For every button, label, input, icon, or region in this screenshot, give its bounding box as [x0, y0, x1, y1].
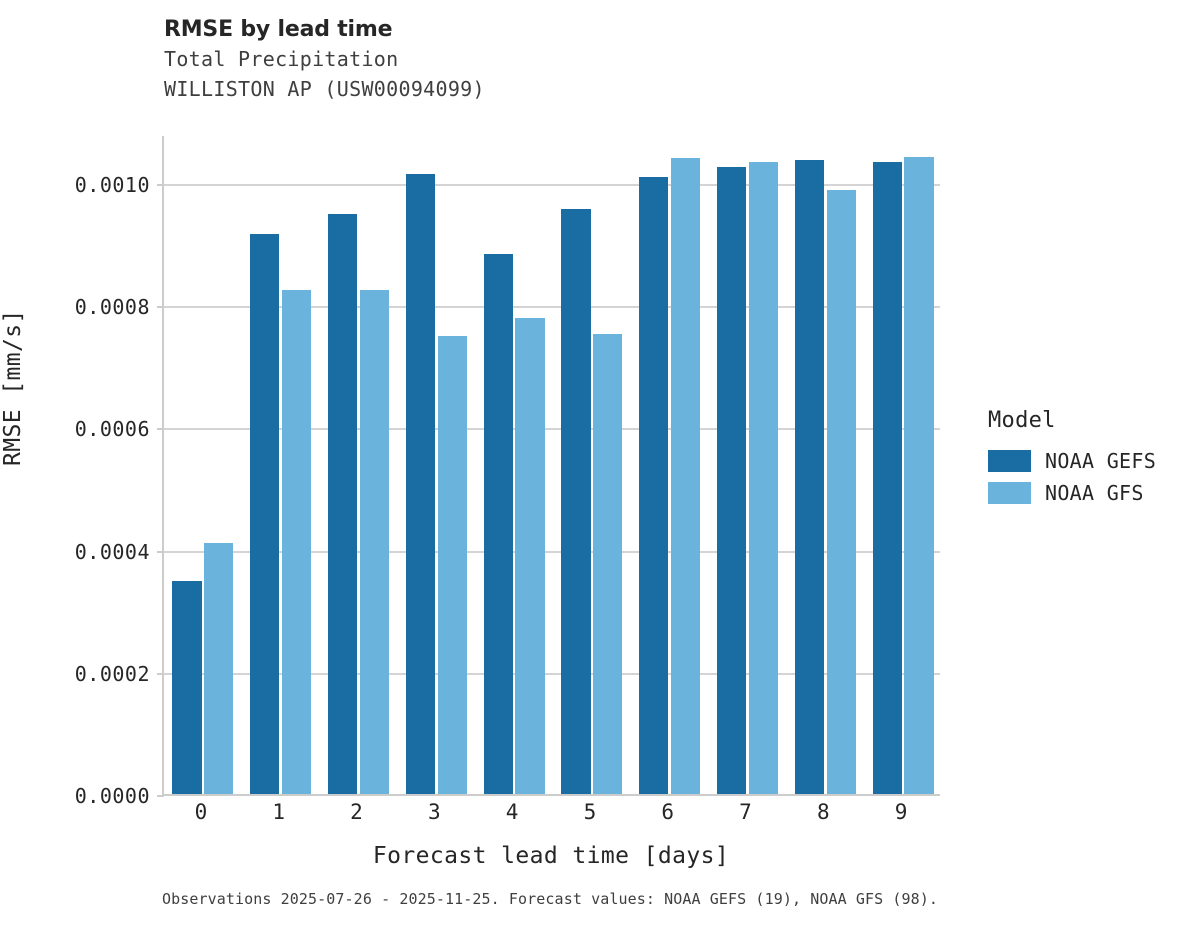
bar	[639, 177, 669, 794]
legend-item-label: NOAA GEFS	[1045, 449, 1157, 473]
y-axis-tick	[157, 306, 164, 309]
x-axis-tick-label: 5	[583, 800, 597, 824]
bar	[794, 160, 824, 794]
title-block: RMSE by lead time Total Precipitation WI…	[164, 16, 485, 104]
bar	[437, 335, 467, 794]
y-axis-tick	[157, 795, 164, 797]
legend-title: Model	[988, 408, 1056, 433]
y-axis-tick-label: 0.0010	[74, 172, 150, 197]
legend: Model NOAA GEFS NOAA GFS	[988, 408, 1178, 509]
legend-swatch-icon	[988, 482, 1031, 504]
bar	[250, 233, 280, 794]
gridline	[164, 183, 940, 186]
x-axis-tick-label: 9	[894, 800, 908, 824]
x-axis-tick-label: 1	[272, 800, 286, 824]
legend-swatch-icon	[988, 450, 1031, 472]
gridline	[164, 672, 940, 675]
x-axis-tick-labels: 0 1 2 3 4 5 6 7 8 9	[162, 800, 940, 840]
bar	[748, 162, 779, 794]
y-axis-tick-label: 0.0008	[74, 295, 150, 320]
y-axis-tick-label: 0.0000	[74, 784, 150, 808]
x-axis-tick-label: 7	[739, 800, 752, 824]
y-axis-tick-labels: 0.0000 0.0002 0.0004 0.0006 0.0008 0.0010	[0, 136, 150, 808]
x-axis-tick-label: 4	[505, 800, 519, 824]
plot-area	[157, 136, 940, 797]
chart-subtitle-variable: Total Precipitation	[164, 47, 399, 71]
bar	[282, 290, 312, 794]
bar	[716, 167, 747, 794]
bar	[172, 580, 202, 794]
bar	[561, 208, 591, 794]
gridline	[164, 550, 940, 553]
gridline	[164, 428, 940, 431]
bar	[904, 157, 934, 794]
bar	[359, 290, 390, 794]
bar	[327, 214, 358, 794]
y-axis-tick	[157, 183, 164, 186]
gridline	[164, 306, 940, 309]
y-axis-tick-label: 0.0002	[74, 661, 150, 686]
y-axis-title: RMSE [mm/s]	[0, 309, 26, 466]
footer-note: Observations 2025-07-26 - 2025-11-25. Fo…	[161, 890, 939, 908]
bar	[405, 174, 435, 794]
bar	[872, 162, 902, 794]
bar-series-layer	[164, 136, 940, 794]
bar	[593, 333, 623, 794]
bar	[483, 253, 513, 794]
legend-item[interactable]: NOAA GFS	[988, 477, 1178, 509]
bar	[826, 190, 856, 794]
y-axis-tick	[157, 428, 164, 431]
legend-entries: NOAA GEFS NOAA GFS	[988, 445, 1178, 509]
y-axis-tick-label: 0.0006	[74, 417, 150, 442]
y-axis-tick	[157, 672, 164, 675]
x-axis-tick-label: 3	[427, 800, 441, 824]
x-axis-tick-label: 6	[661, 800, 675, 824]
legend-item[interactable]: NOAA GEFS	[988, 445, 1178, 477]
legend-item-label: NOAA GFS	[1045, 481, 1144, 505]
bar	[671, 158, 701, 794]
x-axis-tick-label: 8	[816, 800, 830, 824]
bar	[515, 317, 545, 794]
x-axis-title: Forecast lead time [days]	[372, 843, 730, 869]
y-axis-tick	[157, 550, 164, 553]
chart-subtitle-station: WILLISTON AP (USW00094099)	[164, 77, 485, 101]
x-axis-tick-label: 0	[194, 800, 208, 824]
bar	[204, 542, 234, 794]
page-title: RMSE by lead time	[164, 17, 393, 42]
y-axis-tick-label: 0.0004	[74, 539, 150, 564]
x-axis-tick-label: 2	[350, 800, 363, 824]
